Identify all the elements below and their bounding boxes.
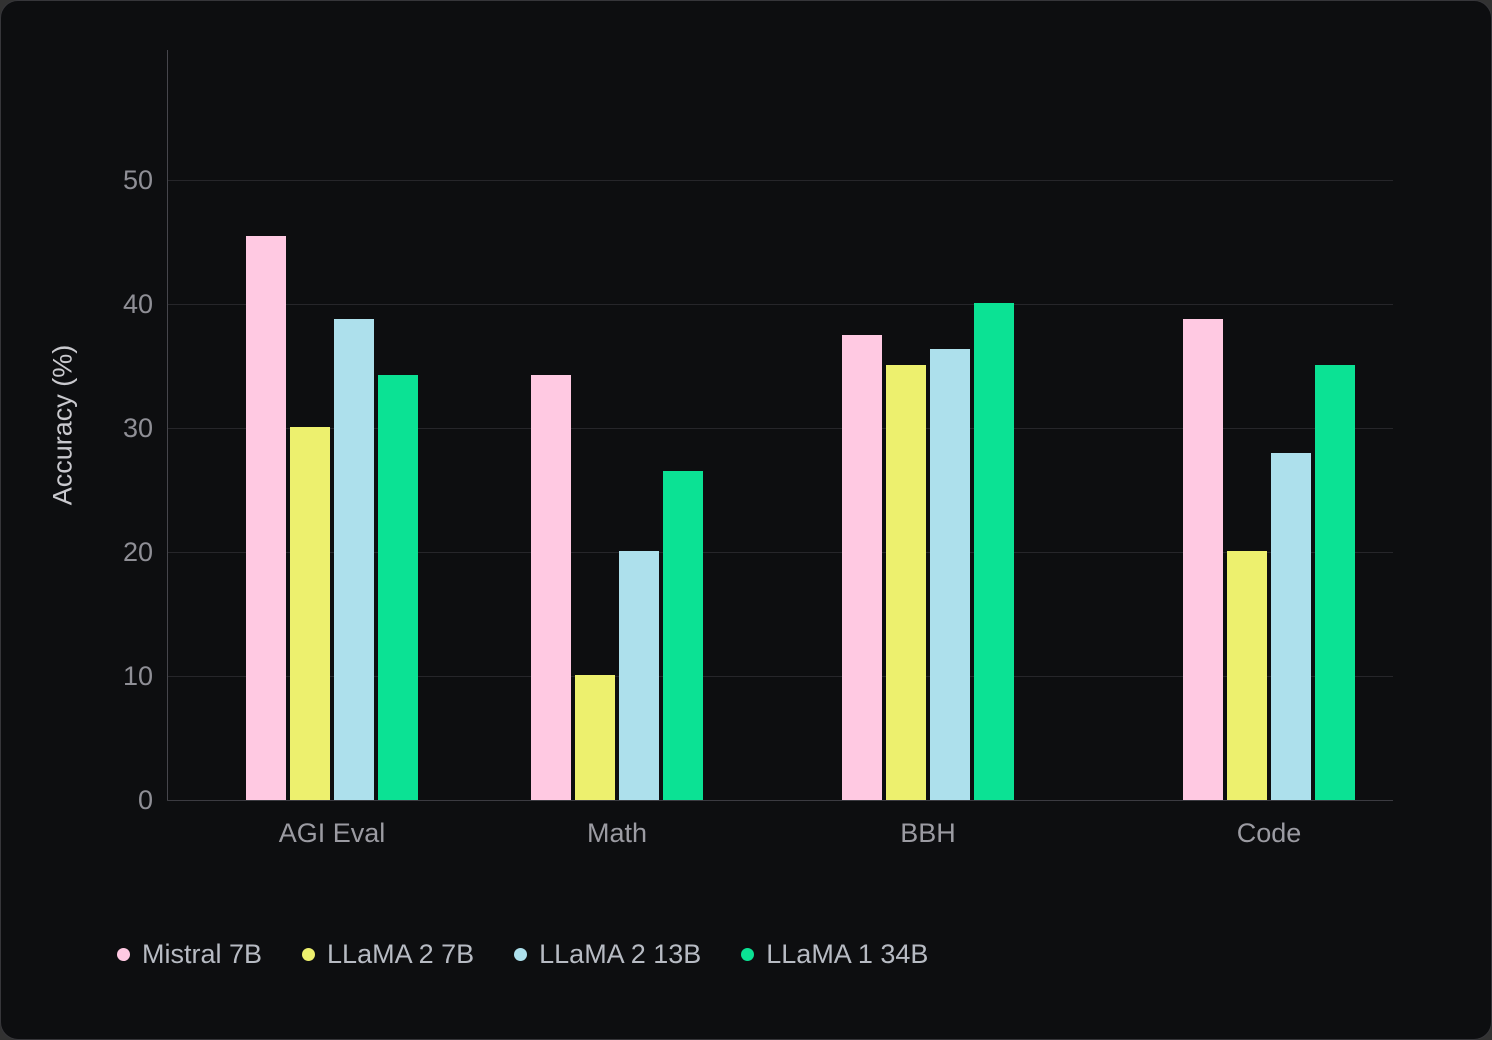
legend-swatch-icon (302, 948, 316, 961)
legend-item-mistral-7b[interactable]: Mistral 7B (117, 939, 262, 970)
x-axis-line (167, 800, 1393, 801)
bar-llama-2-7b-agi-eval (290, 426, 330, 800)
y-axis-line (167, 50, 168, 801)
x-axis-label-bbh: BBH (900, 818, 956, 848)
bar-llama-2-7b-math (575, 674, 615, 800)
legend-swatch-icon (514, 948, 528, 961)
x-axis-label-agi-eval: AGI Eval (278, 818, 386, 848)
legend-item-llama-2-13b[interactable]: LLaMA 2 13B (514, 939, 701, 970)
legend-swatch-icon (117, 948, 130, 961)
gridline (167, 180, 1393, 181)
bar-llama-1-34b-math (663, 471, 703, 800)
legend-item-llama-2-7b[interactable]: LLaMA 2 7B (302, 939, 474, 970)
bar-llama-1-34b-code (1315, 364, 1355, 800)
bar-llama-2-13b-code (1271, 452, 1311, 800)
y-tick-label: 40 (122, 289, 153, 319)
gridline (167, 428, 1393, 429)
legend-label: LLaMA 1 34B (766, 939, 929, 969)
bar-llama-2-7b-bbh (886, 364, 926, 800)
y-tick-label: 50 (122, 165, 153, 195)
bar-mistral-7b-agi-eval (246, 235, 286, 800)
x-axis-label-math: Math (586, 818, 648, 848)
x-axis-label-code: Code (1236, 818, 1302, 848)
gridline (167, 552, 1393, 553)
bar-llama-1-34b-agi-eval (378, 374, 418, 800)
bar-llama-2-13b-math (619, 550, 659, 800)
gridline (167, 304, 1393, 305)
bar-llama-2-7b-code (1227, 550, 1267, 800)
bar-mistral-7b-code (1183, 318, 1223, 800)
bar-llama-2-13b-agi-eval (334, 318, 374, 800)
bar-llama-1-34b-bbh (974, 302, 1014, 800)
legend: Mistral 7B LLaMA 2 7B LLaMA 2 13B LLaMA 1 3… (117, 939, 928, 970)
y-tick-label: 20 (122, 537, 153, 567)
y-tick-label: 30 (122, 413, 153, 443)
bar-llama-2-13b-bbh (930, 348, 970, 800)
legend-label: LLaMA 2 13B (539, 939, 702, 969)
legend-label: LLaMA 2 7B (327, 939, 475, 969)
y-tick-label: 0 (137, 785, 153, 815)
legend-item-llama-1-34b[interactable]: LLaMA 1 34B (741, 939, 928, 970)
y-tick-label: 10 (122, 661, 153, 691)
gridline (167, 676, 1393, 677)
bar-mistral-7b-math (531, 374, 571, 800)
legend-swatch-icon (741, 948, 755, 961)
legend-label: Mistral 7B (142, 939, 263, 969)
bar-mistral-7b-bbh (842, 335, 882, 800)
